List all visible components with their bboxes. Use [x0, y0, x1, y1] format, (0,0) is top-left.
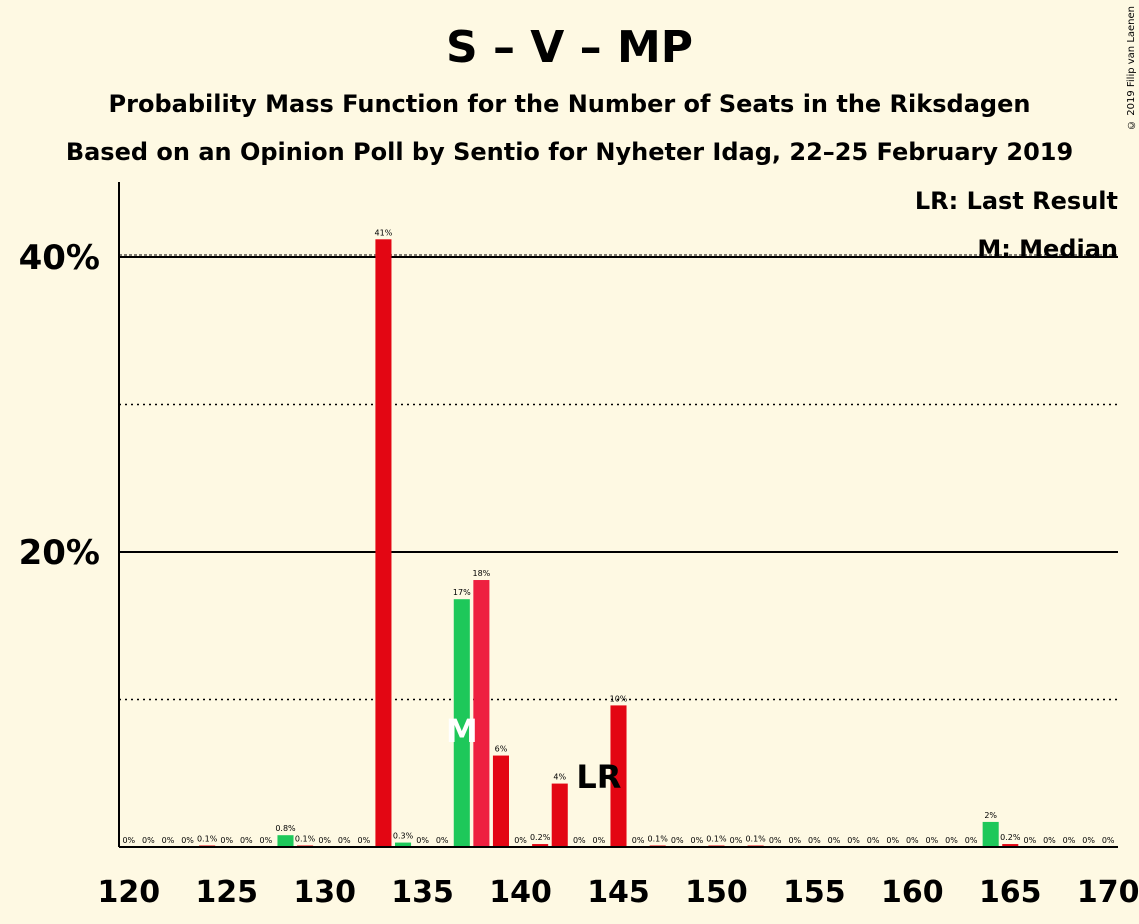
data-label-161: 0%	[926, 836, 939, 845]
x-tick-label-155: 155	[783, 875, 846, 910]
data-label-156: 0%	[828, 836, 841, 845]
bar-128	[277, 835, 294, 847]
x-tick-label-160: 160	[881, 875, 944, 910]
bar-134	[394, 842, 412, 847]
bar-137	[453, 599, 470, 847]
data-label-150: 0.1%	[706, 835, 727, 844]
data-label-135: 0%	[416, 836, 429, 845]
x-tick-label-145: 145	[587, 875, 650, 910]
data-label-129: 0.1%	[295, 835, 316, 844]
axes	[118, 182, 1118, 848]
data-label-139: 6%	[495, 745, 508, 754]
data-label-141: 0.2%	[530, 833, 551, 842]
data-label-140: 0%	[514, 836, 527, 845]
bar-139	[492, 755, 510, 847]
bar-138	[473, 580, 490, 847]
bar-141	[532, 844, 549, 847]
data-label-153: 0%	[769, 836, 782, 845]
y-tick-label-20: 20%	[19, 533, 100, 573]
data-label-170: 0%	[1102, 836, 1115, 845]
bar-165	[1002, 844, 1019, 847]
data-label-162: 0%	[945, 836, 958, 845]
data-label-144: 0%	[593, 836, 606, 845]
data-label-157: 0%	[847, 836, 860, 845]
data-label-168: 0%	[1063, 836, 1076, 845]
data-label-137: 17%	[453, 588, 471, 597]
grid-lines	[119, 254, 1118, 701]
data-label-123: 0%	[181, 836, 194, 845]
data-label-142: 4%	[553, 773, 566, 782]
legend-median: M: Median	[977, 235, 1118, 263]
markers: LR M	[446, 712, 622, 796]
data-label-155: 0%	[808, 836, 821, 845]
data-label-136: 0%	[436, 836, 449, 845]
x-tick-label-135: 135	[391, 875, 454, 910]
last-result-marker: LR	[576, 758, 621, 796]
data-label-148: 0%	[671, 836, 684, 845]
bar-164	[982, 821, 999, 847]
data-label-130: 0%	[318, 836, 331, 845]
data-label-149: 0%	[691, 836, 704, 845]
data-label-120: 0%	[122, 836, 135, 845]
data-label-159: 0%	[886, 836, 899, 845]
data-label-124: 0.1%	[197, 835, 218, 844]
data-label-126: 0%	[240, 836, 253, 845]
data-label-138: 18%	[472, 569, 490, 578]
data-label-166: 0%	[1024, 836, 1037, 845]
chart-subtitle: Probability Mass Function for the Number…	[108, 90, 1031, 118]
median-marker: M	[446, 712, 478, 750]
x-tick-label-165: 165	[979, 875, 1042, 910]
data-label-128: 0.8%	[275, 824, 296, 833]
data-label-125: 0%	[220, 836, 233, 845]
data-label-122: 0%	[162, 836, 175, 845]
data-label-158: 0%	[867, 836, 880, 845]
data-label-152: 0.1%	[745, 835, 766, 844]
x-tick-label-140: 140	[489, 875, 552, 910]
data-label-121: 0%	[142, 836, 155, 845]
data-label-133: 41%	[375, 228, 393, 237]
bar-133	[375, 239, 392, 848]
legend-last-result: LR: Last Result	[915, 187, 1118, 215]
data-labels: 0% 0% 0% 0% 0.1% 0% 0% 0%0.8%0.1% 0% 0% 0%41%0.3% 0…	[122, 228, 1115, 845]
bars	[199, 239, 1019, 848]
x-tick-label-120: 120	[97, 875, 160, 910]
data-label-165: 0.2%	[1000, 833, 1021, 842]
data-label-163: 0%	[965, 836, 978, 845]
data-label-146: 0%	[632, 836, 645, 845]
data-label-160: 0%	[906, 836, 919, 845]
chart-title: S – V – MP	[445, 22, 694, 73]
data-label-151: 0%	[730, 836, 743, 845]
data-label-145: 10%	[610, 694, 628, 703]
data-label-147: 0.1%	[648, 835, 669, 844]
y-tick-label-40: 40%	[19, 238, 100, 278]
x-tick-label-130: 130	[293, 875, 356, 910]
data-label-164: 2%	[984, 811, 997, 820]
data-label-167: 0%	[1043, 836, 1056, 845]
data-label-134: 0.3%	[393, 832, 414, 841]
data-label-143: 0%	[573, 836, 586, 845]
data-label-169: 0%	[1082, 836, 1095, 845]
data-label-154: 0%	[788, 836, 801, 845]
tick-labels: 120 125 130 135 140 145 150 155 160 165 170 20% 40%	[19, 238, 1139, 910]
data-label-131: 0%	[338, 836, 351, 845]
data-label-132: 0%	[358, 836, 371, 845]
chart-subtitle-poll: Based on an Opinion Poll by Sentio for N…	[65, 138, 1074, 166]
bar-142	[551, 783, 568, 847]
bar-145	[610, 705, 627, 847]
data-label-127: 0%	[260, 836, 273, 845]
x-tick-label-125: 125	[195, 875, 258, 910]
x-tick-label-150: 150	[685, 875, 748, 910]
x-tick-label-170: 170	[1077, 875, 1139, 910]
